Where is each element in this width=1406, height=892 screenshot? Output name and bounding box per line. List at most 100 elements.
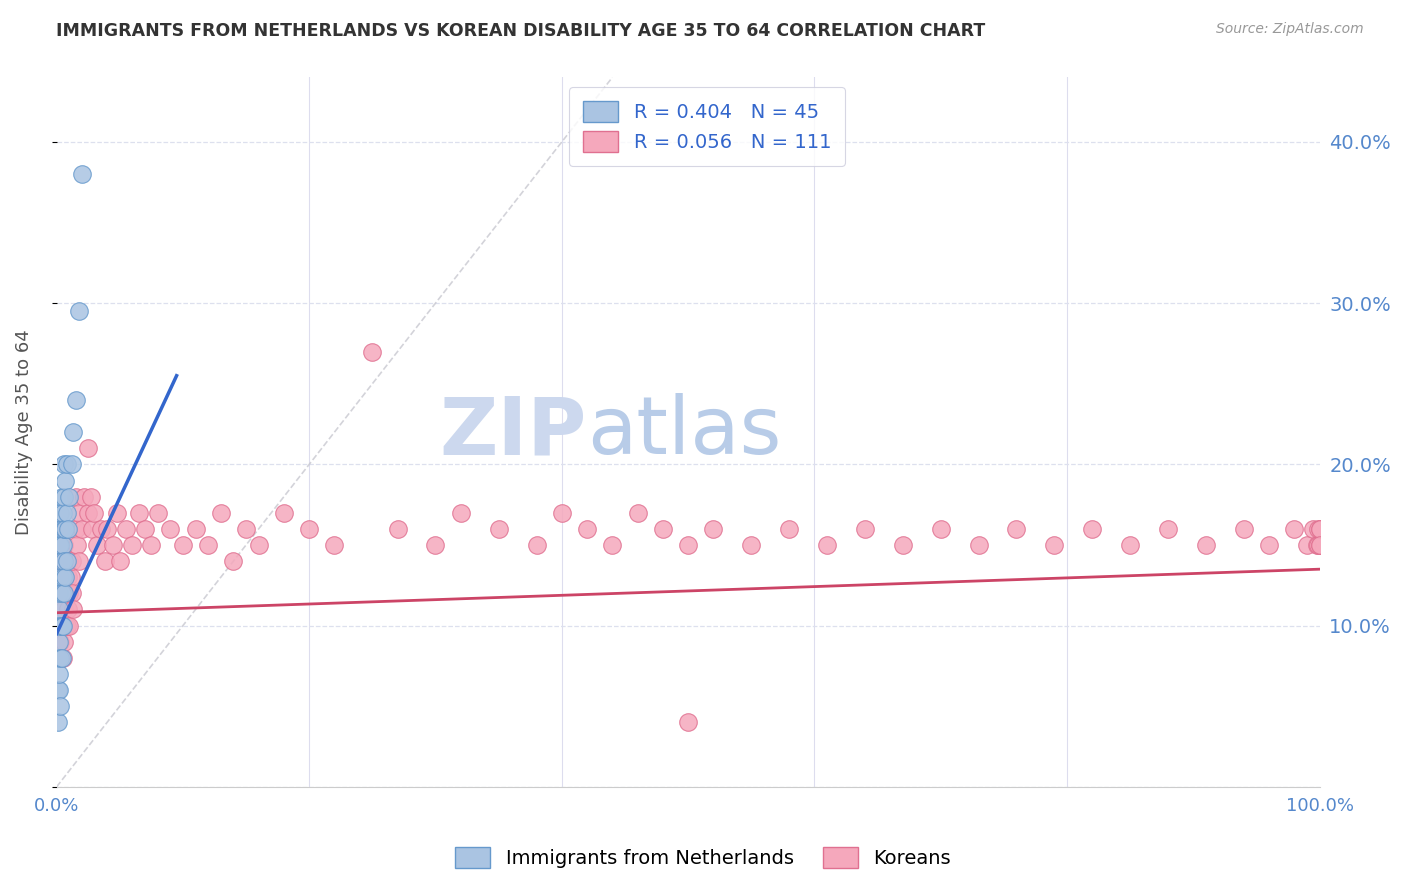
Point bbox=[651, 522, 673, 536]
Point bbox=[53, 538, 76, 552]
Point bbox=[60, 458, 83, 472]
Point bbox=[60, 586, 83, 600]
Point bbox=[56, 522, 79, 536]
Point bbox=[55, 522, 77, 536]
Point bbox=[55, 618, 77, 632]
Point bbox=[55, 474, 77, 488]
Point bbox=[222, 554, 245, 568]
Point bbox=[49, 634, 72, 648]
Point bbox=[235, 522, 257, 536]
Point bbox=[1043, 538, 1066, 552]
Point bbox=[141, 538, 163, 552]
Point bbox=[48, 570, 70, 584]
Point bbox=[49, 538, 72, 552]
Point bbox=[1081, 522, 1104, 536]
Point bbox=[46, 586, 69, 600]
Point bbox=[105, 506, 128, 520]
Point bbox=[1308, 522, 1330, 536]
Point bbox=[1195, 538, 1218, 552]
Point bbox=[73, 490, 96, 504]
Legend: R = 0.404   N = 45, R = 0.056   N = 111: R = 0.404 N = 45, R = 0.056 N = 111 bbox=[569, 87, 845, 166]
Point bbox=[1157, 522, 1180, 536]
Point bbox=[853, 522, 876, 536]
Point bbox=[58, 554, 80, 568]
Point bbox=[70, 167, 93, 181]
Point bbox=[52, 651, 75, 665]
Point bbox=[576, 522, 599, 536]
Point bbox=[65, 522, 87, 536]
Point bbox=[56, 570, 79, 584]
Point bbox=[52, 538, 75, 552]
Point bbox=[52, 618, 75, 632]
Point bbox=[67, 554, 90, 568]
Point bbox=[53, 490, 76, 504]
Point bbox=[702, 522, 724, 536]
Point bbox=[450, 506, 472, 520]
Point bbox=[1296, 538, 1319, 552]
Point bbox=[93, 554, 115, 568]
Y-axis label: Disability Age 35 to 64: Disability Age 35 to 64 bbox=[15, 329, 32, 535]
Point bbox=[197, 538, 219, 552]
Point bbox=[77, 442, 100, 456]
Point bbox=[146, 506, 169, 520]
Point bbox=[51, 522, 73, 536]
Point bbox=[80, 490, 103, 504]
Point bbox=[488, 522, 510, 536]
Point bbox=[48, 618, 70, 632]
Point bbox=[77, 506, 100, 520]
Point bbox=[96, 522, 118, 536]
Point bbox=[1302, 522, 1324, 536]
Point bbox=[86, 538, 108, 552]
Point bbox=[52, 586, 75, 600]
Point bbox=[55, 586, 77, 600]
Text: IMMIGRANTS FROM NETHERLANDS VS KOREAN DISABILITY AGE 35 TO 64 CORRELATION CHART: IMMIGRANTS FROM NETHERLANDS VS KOREAN DI… bbox=[56, 22, 986, 40]
Text: Source: ZipAtlas.com: Source: ZipAtlas.com bbox=[1216, 22, 1364, 37]
Point bbox=[55, 506, 77, 520]
Point bbox=[67, 304, 90, 318]
Point bbox=[1233, 522, 1256, 536]
Point bbox=[48, 586, 70, 600]
Point bbox=[387, 522, 409, 536]
Point bbox=[51, 586, 73, 600]
Point bbox=[159, 522, 181, 536]
Point bbox=[80, 522, 103, 536]
Point bbox=[53, 458, 76, 472]
Point bbox=[676, 538, 699, 552]
Point bbox=[48, 634, 70, 648]
Point bbox=[53, 554, 76, 568]
Point bbox=[90, 522, 112, 536]
Legend: Immigrants from Netherlands, Koreans: Immigrants from Netherlands, Koreans bbox=[446, 838, 960, 878]
Point bbox=[53, 522, 76, 536]
Point bbox=[778, 522, 800, 536]
Point bbox=[46, 618, 69, 632]
Point bbox=[51, 490, 73, 504]
Point bbox=[53, 570, 76, 584]
Point bbox=[62, 602, 84, 616]
Point bbox=[55, 554, 77, 568]
Point bbox=[49, 651, 72, 665]
Point bbox=[48, 683, 70, 698]
Point bbox=[51, 554, 73, 568]
Point bbox=[53, 634, 76, 648]
Point bbox=[172, 538, 194, 552]
Point bbox=[676, 715, 699, 730]
Point bbox=[52, 570, 75, 584]
Point bbox=[49, 618, 72, 632]
Point bbox=[55, 554, 77, 568]
Point bbox=[49, 554, 72, 568]
Point bbox=[1005, 522, 1028, 536]
Point bbox=[891, 538, 914, 552]
Point bbox=[52, 554, 75, 568]
Text: ZIP: ZIP bbox=[440, 393, 588, 471]
Point bbox=[361, 344, 384, 359]
Point bbox=[51, 522, 73, 536]
Point bbox=[58, 618, 80, 632]
Point bbox=[49, 522, 72, 536]
Point bbox=[273, 506, 295, 520]
Point bbox=[51, 554, 73, 568]
Point bbox=[48, 667, 70, 681]
Point bbox=[56, 602, 79, 616]
Point bbox=[134, 522, 156, 536]
Point bbox=[49, 506, 72, 520]
Point bbox=[247, 538, 270, 552]
